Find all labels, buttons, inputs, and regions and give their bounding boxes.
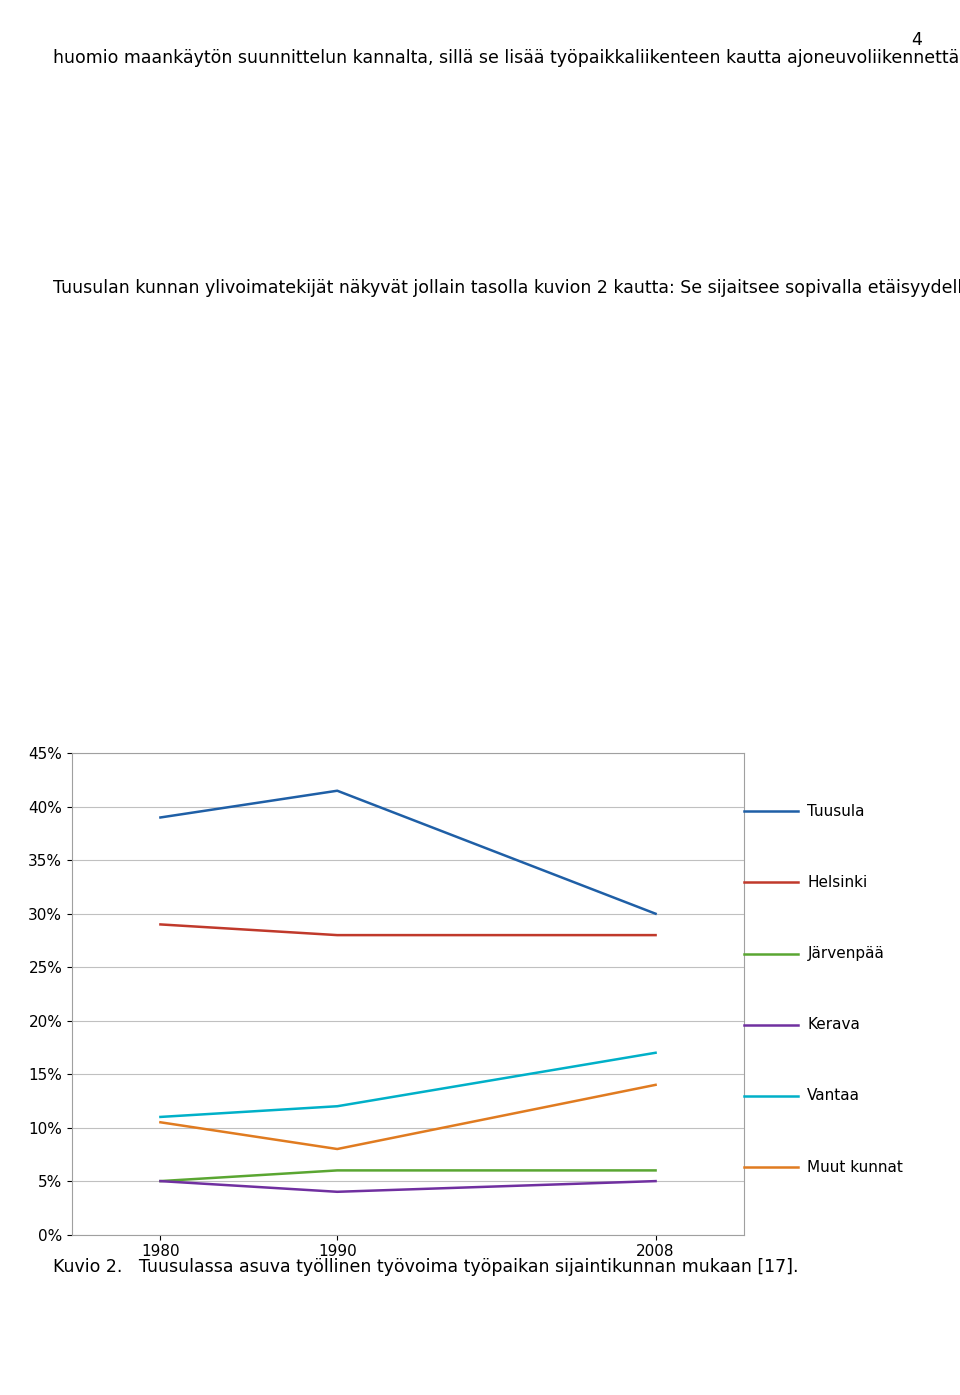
Text: 4: 4 [911,31,922,49]
Text: Tuusula: Tuusula [807,804,865,819]
Text: Vantaa: Vantaa [807,1088,860,1103]
Text: Kuvio 2.   Tuusulassa asuva työllinen työvoima työpaikan sijaintikunnan mukaan [: Kuvio 2. Tuusulassa asuva työllinen työv… [53,1258,799,1276]
Text: Muut kunnat: Muut kunnat [807,1159,903,1175]
Text: Helsinki: Helsinki [807,875,868,890]
Text: Kerava: Kerava [807,1017,860,1032]
Text: huomio maankäytön suunnittelun kannalta, sillä se lisää työpaikkaliikenteen kaut: huomio maankäytön suunnittelun kannalta,… [53,49,960,67]
Text: Järvenpää: Järvenpää [807,946,884,961]
Text: Tuusulan kunnan ylivoimatekijät näkyvät jollain tasolla kuvion 2 kautta: Se sija: Tuusulan kunnan ylivoimatekijät näkyvät … [53,279,960,297]
